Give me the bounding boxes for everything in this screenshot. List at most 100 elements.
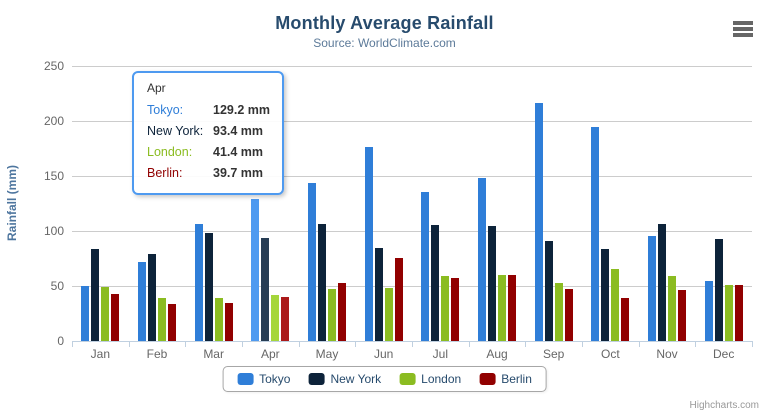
bar-london-may[interactable] (328, 289, 336, 341)
bar-new-york-apr[interactable] (261, 238, 269, 341)
bar-new-york-jul[interactable] (431, 225, 439, 341)
bar-new-york-oct[interactable] (601, 249, 609, 341)
x-axis-tick (468, 341, 470, 347)
y-axis-title: Rainfall (mm) (5, 165, 19, 242)
bar-london-jun[interactable] (385, 288, 393, 341)
tooltip-series-label: London: (147, 145, 193, 159)
tooltip-value: 41.4 mm (213, 145, 264, 159)
x-axis-label: Nov (656, 347, 678, 361)
bar-london-apr[interactable] (271, 295, 279, 341)
x-axis-tick (695, 341, 697, 347)
bar-berlin-feb[interactable] (168, 304, 176, 341)
x-axis-label: Mar (203, 347, 224, 361)
legend-swatch-icon (237, 373, 254, 385)
x-axis-label: Sep (542, 347, 565, 361)
tooltip-row: Berlin: 39.7 mm (147, 163, 270, 184)
tooltip-series-label: New York: (147, 124, 204, 138)
bar-tokyo-may[interactable] (308, 183, 316, 341)
y-axis-label: 250 (43, 59, 64, 73)
tooltip: Apr Tokyo: 129.2 mm New York: 93.4 mm London… (132, 71, 284, 195)
y-axis-label: 100 (43, 224, 64, 238)
tooltip-header: Apr (147, 81, 166, 95)
bar-new-york-mar[interactable] (205, 233, 213, 341)
x-axis-tick (185, 341, 187, 347)
bar-berlin-oct[interactable] (621, 298, 629, 341)
bar-berlin-may[interactable] (338, 283, 346, 341)
x-axis-label: Aug (486, 347, 508, 361)
x-axis-tick (242, 341, 243, 347)
bar-new-york-feb[interactable] (148, 254, 156, 341)
bar-berlin-apr[interactable] (281, 297, 289, 341)
bar-new-york-dec[interactable] (715, 239, 723, 341)
bar-new-york-jun[interactable] (375, 248, 383, 341)
legend-label: Berlin (501, 372, 532, 386)
bar-berlin-sep[interactable] (565, 289, 573, 341)
bar-london-mar[interactable] (215, 298, 223, 341)
tooltip-value: 93.4 mm (213, 124, 264, 138)
bar-new-york-aug[interactable] (488, 226, 496, 341)
gridline (72, 176, 752, 177)
bar-new-york-sep[interactable] (545, 241, 553, 341)
legend-item-london[interactable]: London (399, 372, 461, 386)
x-axis-label: Jan (90, 347, 110, 361)
x-axis-label: Apr (260, 347, 280, 361)
gridline (72, 121, 752, 122)
tooltip-row: New York: 93.4 mm (147, 121, 270, 142)
bar-berlin-aug[interactable] (508, 275, 516, 341)
bar-tokyo-oct[interactable] (591, 127, 599, 341)
x-axis-label: May (315, 347, 339, 361)
tooltip-rows: Tokyo: 129.2 mm New York: 93.4 mm London: 41.… (147, 100, 270, 184)
legend-label: Tokyo (259, 372, 291, 386)
y-axis-label: 200 (43, 114, 64, 128)
bar-london-sep[interactable] (555, 283, 563, 341)
bar-berlin-jan[interactable] (111, 294, 119, 341)
bar-new-york-may[interactable] (318, 224, 326, 341)
bar-tokyo-sep[interactable] (535, 103, 543, 341)
hamburger-icon[interactable] (733, 21, 753, 37)
bar-tokyo-jul[interactable] (421, 192, 429, 341)
legend-item-berlin[interactable]: Berlin (479, 372, 532, 386)
bar-tokyo-nov[interactable] (648, 236, 656, 341)
legend-label: London (421, 372, 462, 386)
bar-berlin-mar[interactable] (225, 303, 233, 341)
bar-new-york-jan[interactable] (91, 249, 99, 341)
x-axis-tick (582, 341, 583, 347)
bar-new-york-nov[interactable] (658, 224, 666, 341)
y-axis-label: 0 (57, 334, 64, 348)
y-axis-label: 50 (50, 279, 64, 293)
bar-london-jul[interactable] (441, 276, 449, 341)
x-axis-tick (638, 341, 640, 347)
bar-berlin-dec[interactable] (735, 285, 743, 341)
bar-london-nov[interactable] (668, 276, 676, 341)
bar-london-oct[interactable] (611, 269, 619, 341)
gridline (72, 231, 752, 232)
bar-tokyo-jun[interactable] (365, 147, 373, 341)
bar-tokyo-aug[interactable] (478, 178, 486, 341)
tooltip-series-label: Berlin: (147, 166, 183, 180)
bar-london-feb[interactable] (158, 298, 166, 341)
bar-tokyo-mar[interactable] (195, 224, 203, 341)
bar-tokyo-dec[interactable] (705, 281, 713, 341)
legend-item-new-york[interactable]: New York (308, 372, 381, 386)
bar-berlin-jul[interactable] (451, 278, 459, 341)
bar-berlin-jun[interactable] (395, 258, 403, 341)
bar-tokyo-feb[interactable] (138, 262, 146, 341)
x-axis-tick (412, 341, 413, 347)
x-axis-tick (355, 341, 357, 347)
tooltip-value: 39.7 mm (213, 166, 264, 180)
hamburger-bar (733, 27, 753, 31)
bar-london-dec[interactable] (725, 285, 733, 341)
gridline (72, 286, 752, 287)
credits-link[interactable]: Highcharts.com (689, 400, 759, 411)
hamburger-bar (733, 21, 753, 25)
legend: Tokyo New York London Berlin (222, 366, 547, 392)
bar-berlin-nov[interactable] (678, 290, 686, 341)
legend-item-tokyo[interactable]: Tokyo (237, 372, 290, 386)
x-axis-label: Jun (373, 347, 394, 361)
bar-london-jan[interactable] (101, 287, 109, 341)
bar-tokyo-jan[interactable] (81, 286, 89, 341)
x-axis-tick (525, 341, 527, 347)
bar-london-aug[interactable] (498, 275, 506, 341)
bar-tokyo-apr[interactable] (251, 199, 259, 341)
